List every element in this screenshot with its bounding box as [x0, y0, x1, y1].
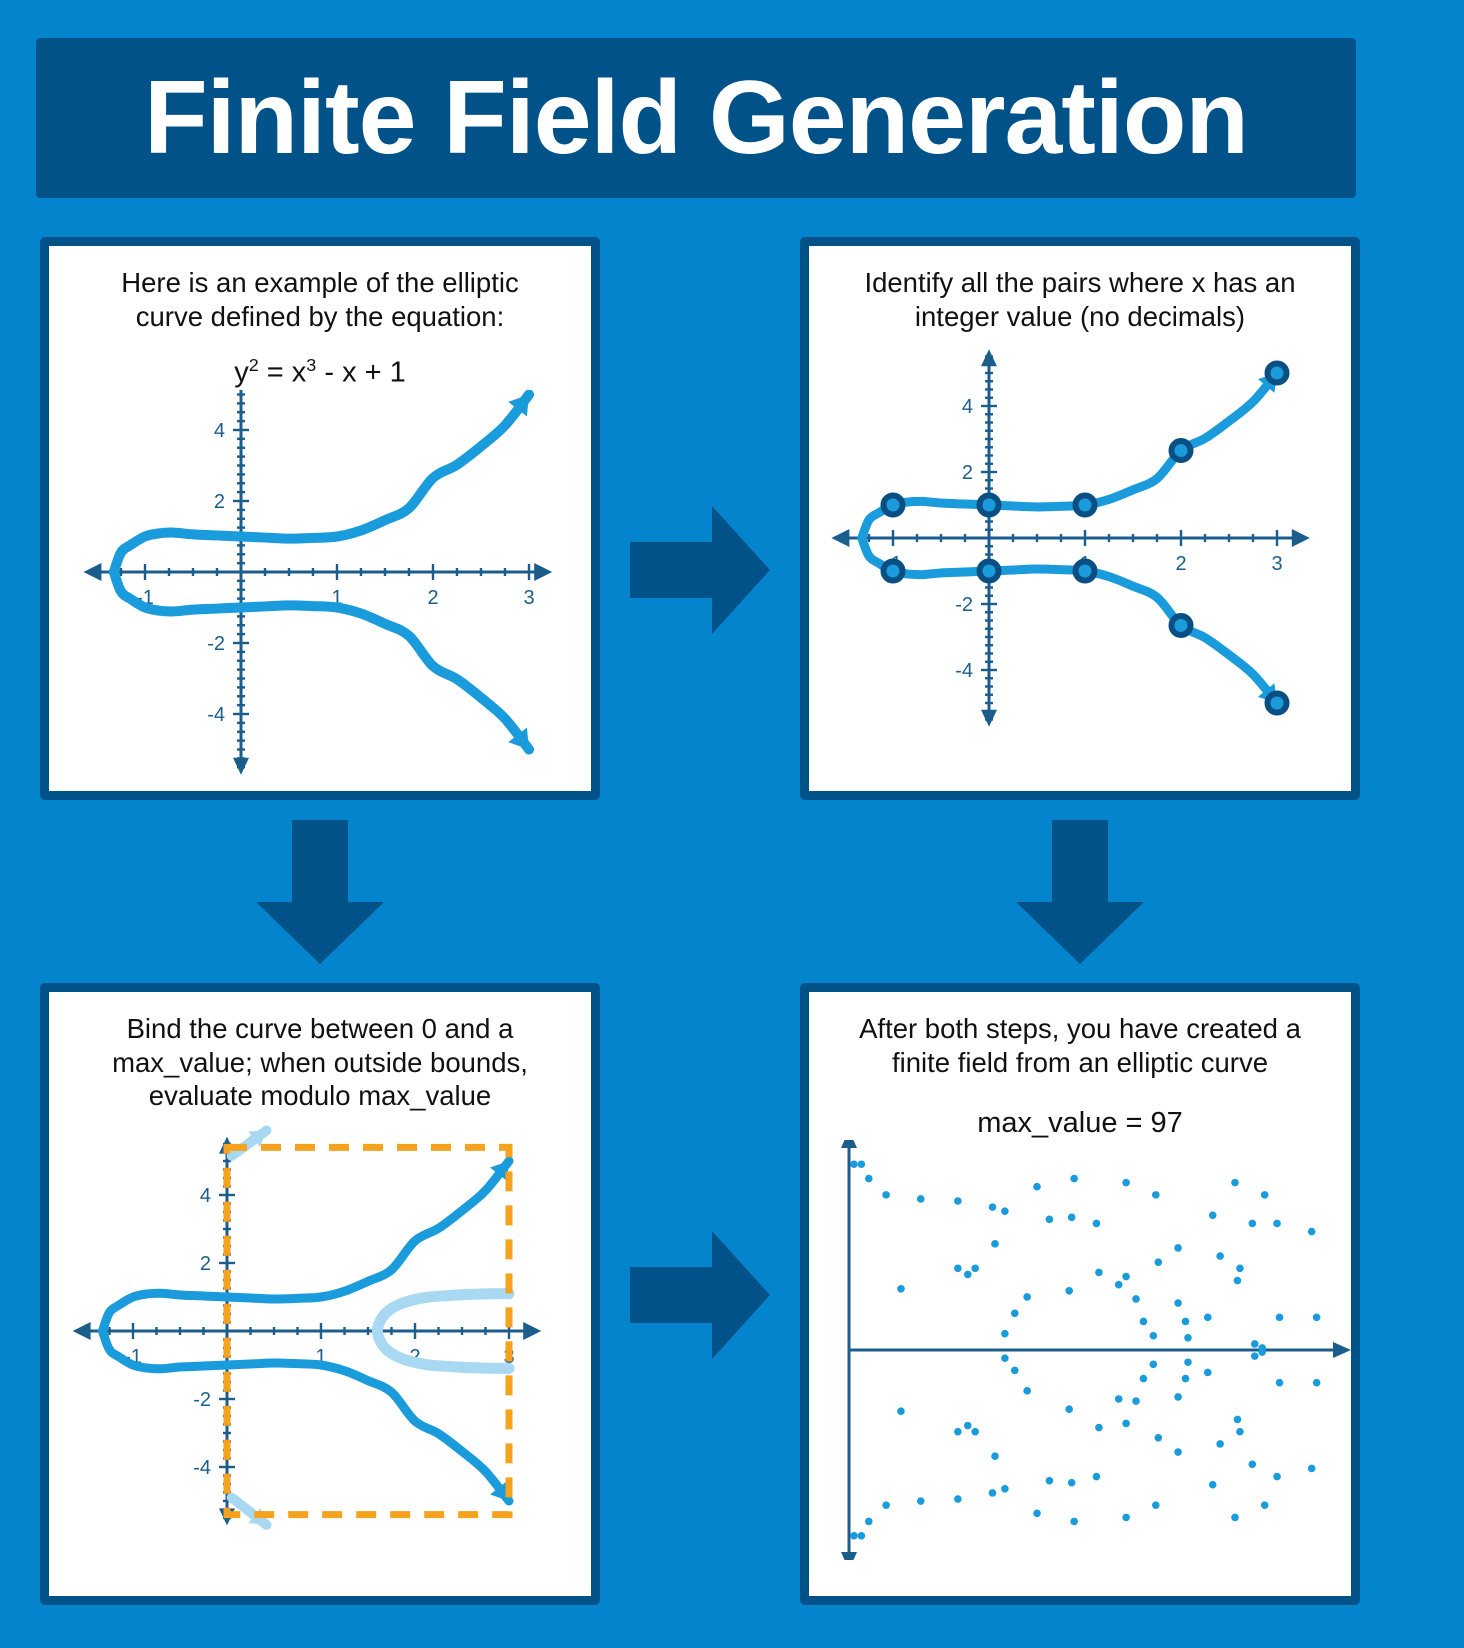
- equation-equals: =: [258, 356, 292, 389]
- bounded-curve-chart: -1 1 2 3-4-224: [72, 1125, 542, 1530]
- svg-text:-4: -4: [955, 660, 973, 682]
- svg-text:-4: -4: [193, 1457, 211, 1479]
- svg-text:4: 4: [214, 420, 225, 442]
- modulo-bound-panel: Bind the curve between 0 and a max_value…: [40, 983, 600, 1605]
- equation-x: x: [291, 356, 307, 389]
- finite-field-panel: After both steps, you have created a fin…: [800, 983, 1360, 1605]
- svg-text:-2: -2: [207, 633, 225, 655]
- panel-2-caption: Identify all the pairs where x has an in…: [864, 267, 1296, 332]
- equation-x-exponent: 3: [306, 355, 317, 376]
- svg-text:1: 1: [331, 587, 342, 609]
- title-banner: Finite Field Generation: [36, 38, 1356, 198]
- elliptic-curve-panel: Here is an example of the elliptic curve…: [40, 237, 600, 800]
- page-title: Finite Field Generation: [144, 60, 1249, 176]
- panel-3-caption: Bind the curve between 0 and a max_value…: [112, 1013, 528, 1112]
- arrow-right-bottom-icon: [630, 1231, 770, 1359]
- svg-text:3: 3: [523, 587, 534, 609]
- svg-text:2: 2: [1175, 553, 1186, 575]
- finite-field-scatter-chart: [841, 1140, 1351, 1561]
- equation-y: y: [234, 356, 249, 389]
- chart-1-wrap: -1 1 2 3 -4 -2 2 4: [49, 389, 591, 780]
- chart-4-wrap: [809, 1140, 1351, 1561]
- equation-rest: - x + 1: [316, 356, 406, 389]
- svg-text:4: 4: [200, 1185, 211, 1207]
- svg-text:3: 3: [1271, 553, 1282, 575]
- svg-text:4: 4: [962, 396, 973, 418]
- integer-pairs-panel: Identify all the pairs where x has an in…: [800, 237, 1360, 800]
- svg-text:-4: -4: [207, 704, 225, 726]
- svg-text:-2: -2: [193, 1389, 211, 1411]
- svg-text:-2: -2: [955, 594, 973, 616]
- equation-y-exponent: 2: [248, 355, 259, 376]
- arrow-right-top-icon: [630, 506, 770, 634]
- svg-text:2: 2: [427, 587, 438, 609]
- curve-equation: y2 = x3 - x + 1: [49, 355, 591, 390]
- arrow-down-left-icon: [256, 820, 384, 964]
- svg-text:2: 2: [962, 462, 973, 484]
- chart-3-wrap: -1 1 2 3 -4 -2 2 4: [49, 1113, 591, 1573]
- svg-text:1: 1: [315, 1346, 326, 1368]
- max-value-label: max_value = 97: [977, 1107, 1183, 1140]
- panel-4-caption: After both steps, you have created a fin…: [859, 1013, 1301, 1078]
- arrow-down-right-icon: [1016, 820, 1144, 964]
- elliptic-curve-chart: -1 1 2 3-4-224: [83, 389, 553, 775]
- svg-text:2: 2: [214, 491, 225, 513]
- svg-text:2: 2: [200, 1253, 211, 1275]
- panel-1-caption: Here is an example of the elliptic curve…: [121, 267, 519, 332]
